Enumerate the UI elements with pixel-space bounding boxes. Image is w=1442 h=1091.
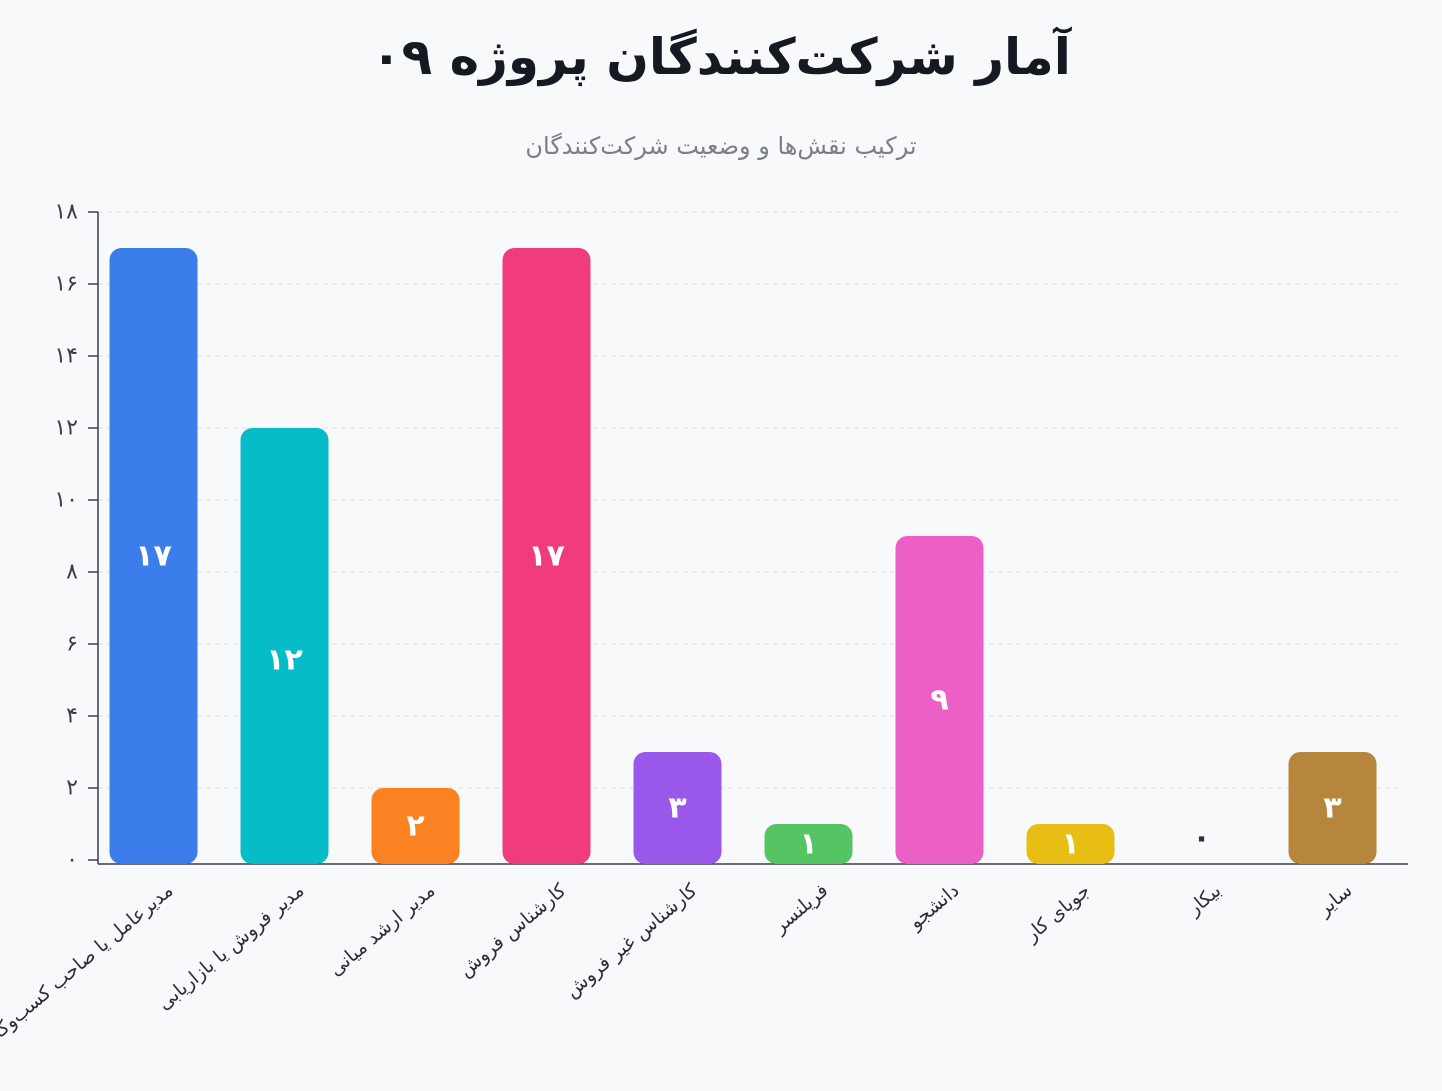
bars [109, 248, 1377, 864]
bar [109, 248, 198, 864]
bar [895, 536, 984, 864]
x-tick-label: جویای کار [1020, 879, 1094, 946]
x-tick-label: دانشجو [904, 879, 963, 934]
bar [1026, 824, 1115, 864]
x-tick-label: مدیر فروش یا بازاریابی [153, 879, 308, 1014]
chart-subtitle: ترکیب نقش‌ها و وضعیت شرکت‌کنندگان [525, 132, 917, 160]
bar-value-label: ۲ [406, 809, 424, 844]
y-tick-label: ۸ [66, 560, 78, 585]
bar [502, 248, 591, 864]
y-tick-label: ۶ [66, 632, 78, 657]
bar [1288, 752, 1377, 864]
x-tick-label: فریلنسر [768, 879, 832, 938]
y-tick-label: ۰ [66, 848, 78, 873]
bar [371, 788, 460, 864]
bar-value-label: ۳ [668, 791, 686, 826]
bar-value-label: ۱۲ [266, 643, 303, 678]
bar-value-label: ۱۷ [135, 539, 172, 574]
y-tick-label: ۱۲ [54, 416, 78, 441]
bar-value-label: ۳ [1323, 791, 1341, 826]
y-tick-label: ۲ [66, 776, 78, 801]
bar [764, 824, 853, 864]
x-tick-label: کارشناس غیر فروش [561, 879, 702, 1002]
y-tick-label: ۱۰ [54, 488, 78, 513]
y-tick-label: ۱۸ [54, 200, 78, 225]
x-tick-label: کارشناس فروش [455, 879, 571, 982]
bar-value-label: ۹ [930, 683, 948, 718]
bar-value-label: ۰ [1192, 821, 1210, 856]
chart-title: آمار شرکت‌کنندگان پروژه ۰۹ [371, 28, 1071, 86]
bar [240, 428, 329, 864]
x-tick-label: سایر [1313, 879, 1357, 921]
x-tick-label: مدیر ارشد میانی [325, 879, 440, 980]
bar-value-label: ۱ [1061, 827, 1079, 862]
bar-value-label: ۱۷ [528, 539, 565, 574]
bar [633, 752, 722, 864]
x-tick-label: مدیرعامل یا صاحب کسب‌وکار [0, 879, 177, 1049]
x-tick-label: بیکار [1183, 879, 1226, 920]
y-tick-label: ۴ [66, 704, 78, 729]
y-tick-label: ۱۶ [54, 272, 78, 297]
bar-value-label: ۱ [799, 827, 817, 862]
y-tick-label: ۱۴ [54, 344, 78, 369]
